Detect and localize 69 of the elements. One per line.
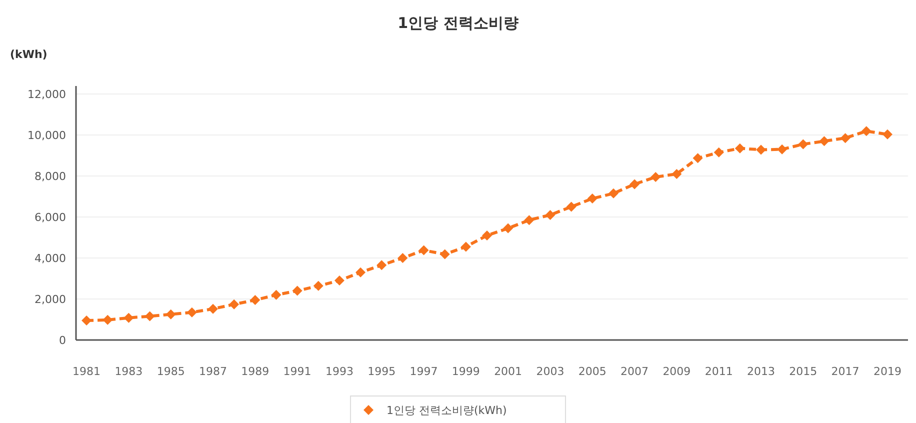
point [692,153,703,164]
point [144,311,155,322]
point [166,309,176,320]
point [229,299,240,310]
point [587,194,598,204]
point [650,172,661,182]
point [566,202,576,212]
point [608,188,618,198]
x-tick-label: 2015 [789,365,818,378]
x-tick-label: 1989 [241,365,270,378]
y-tick-label: 6,000 [34,211,66,224]
x-tick-label: 2005 [578,365,606,378]
y-tick-label: 10,000 [28,129,66,142]
point [418,245,429,256]
x-tick-label: 2003 [536,365,564,378]
x-tick-label: 1985 [156,365,185,378]
point [460,242,471,252]
point [630,179,640,190]
x-tick-label: 2009 [662,365,691,378]
y-tick-label: 2,000 [34,293,66,306]
point [208,304,218,314]
x-tick-label: 1993 [325,365,354,378]
point [440,249,450,260]
x-tick-label: 2013 [747,365,775,378]
x-tick-label: 2017 [831,365,860,378]
y-axis-title: (kWh) [10,48,48,61]
point [102,314,113,325]
point [861,126,872,136]
point [756,144,766,155]
point [124,312,134,323]
x-tick-label: 2007 [620,365,649,378]
y-tick-label: 4,000 [34,252,66,265]
legend-label: 1인당 전력소비량(kWh) [386,404,507,417]
x-tick-label: 1987 [199,365,227,378]
point [882,129,892,140]
y-tick-label: 12,000 [28,88,66,101]
point [292,286,302,296]
point [376,260,387,270]
point [271,290,282,300]
point [819,136,830,146]
point [503,223,514,234]
x-tick-label: 1997 [410,365,438,378]
point [398,253,408,263]
x-tick-label: 1991 [283,365,312,378]
point [545,210,556,220]
point [482,230,492,240]
x-tick-label: 1981 [72,365,101,378]
point [524,215,534,226]
point [798,139,808,150]
y-tick-label: 0 [59,334,66,347]
point [734,143,745,154]
x-tick-label: 2011 [704,365,733,378]
point [672,168,682,179]
x-tick-label: 1995 [368,365,396,378]
x-tick-label: 1983 [114,365,143,378]
y-tick-label: 8,000 [34,170,66,183]
point [313,280,324,291]
point [250,295,260,306]
x-tick-label: 1999 [452,365,480,378]
point [186,307,197,318]
point [714,147,724,158]
x-tick-label: 2001 [494,365,522,378]
x-tick-label: 2019 [873,365,902,378]
point [82,316,92,326]
point [777,144,788,154]
point [356,267,366,278]
point [334,276,344,286]
chart-title: 1인당 전력소비량 [398,14,518,32]
point [840,133,850,144]
